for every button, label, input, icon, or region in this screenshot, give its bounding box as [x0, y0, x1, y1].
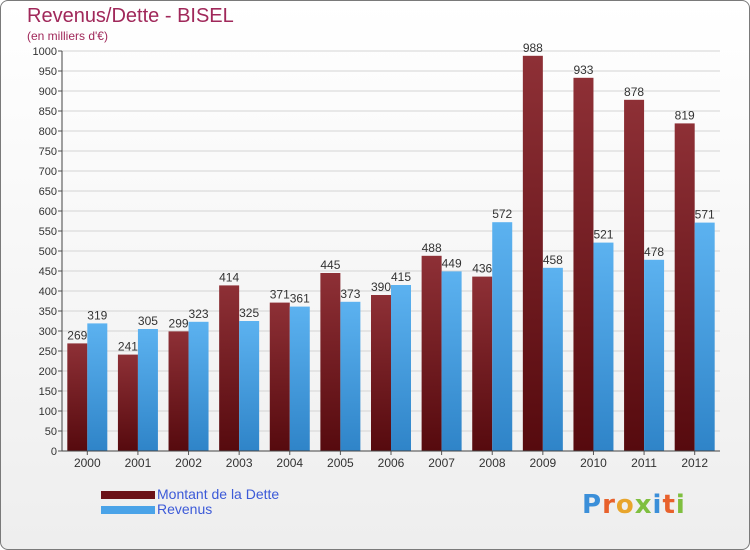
- bar-debt-2005: [320, 273, 341, 451]
- data-label-debt-2011: 878: [624, 85, 644, 99]
- data-label-debt-2001: 241: [118, 340, 138, 354]
- data-label-revenus-2007: 449: [442, 256, 462, 270]
- y-tick-label: 500: [39, 246, 57, 258]
- data-label-debt-2004: 371: [270, 288, 290, 302]
- proxiti-logo: Proxiti: [582, 490, 686, 520]
- bar-debt-2008: [472, 276, 493, 451]
- bar-debt-2002: [168, 331, 189, 451]
- data-label-debt-2012: 819: [675, 108, 695, 122]
- y-tick-label: 600: [39, 206, 57, 218]
- data-label-revenus-2001: 305: [138, 314, 158, 328]
- data-label-revenus-2008: 572: [492, 207, 512, 221]
- bar-debt-2011: [624, 99, 645, 452]
- y-tick-label: 200: [39, 366, 57, 378]
- chart-title: Revenus/Dette - BISEL: [27, 5, 234, 27]
- bar-debt-2004: [269, 302, 290, 451]
- data-label-revenus-2002: 323: [189, 307, 209, 321]
- x-tick-label: 2007: [428, 456, 455, 470]
- y-tick-label: 900: [39, 86, 57, 98]
- x-tick-label: 2009: [529, 456, 556, 470]
- data-label-debt-2007: 488: [422, 241, 442, 255]
- bar-revenus-2000: [87, 323, 108, 451]
- bar-revenus-2011: [644, 259, 665, 451]
- bar-revenus-2010: [593, 242, 614, 451]
- bar-debt-2006: [371, 295, 391, 451]
- bar-debt-2001: [117, 354, 138, 451]
- data-label-debt-2002: 299: [169, 316, 189, 330]
- x-tick-label: 2011: [631, 456, 657, 470]
- data-label-debt-2009: 988: [523, 41, 543, 55]
- data-label-revenus-2012: 571: [695, 208, 715, 222]
- y-tick-label: 150: [39, 386, 57, 398]
- bar-debt-2000: [67, 343, 88, 451]
- y-tick-label: 50: [45, 426, 57, 438]
- data-label-revenus-2010: 521: [593, 228, 613, 242]
- data-label-revenus-2009: 458: [543, 253, 563, 267]
- legend-label-revenus: Revenus: [157, 501, 213, 517]
- bar-revenus-2008: [492, 222, 513, 451]
- x-tick-label: 2002: [175, 456, 202, 470]
- y-tick-label: 350: [39, 306, 57, 318]
- bar-debt-2010: [573, 77, 594, 452]
- y-tick-label: 550: [39, 226, 57, 238]
- bar-debt-2007: [421, 255, 442, 451]
- y-tick-label: 400: [39, 286, 57, 298]
- data-label-revenus-2003: 325: [239, 306, 259, 320]
- bar-debt-2009: [522, 55, 543, 452]
- x-tick-label: 2001: [125, 456, 152, 470]
- bar-revenus-2009: [542, 267, 563, 451]
- data-label-debt-2005: 445: [320, 258, 340, 272]
- data-label-revenus-2006: 415: [391, 270, 411, 284]
- chart-subtitle: (en milliers d'€): [27, 29, 108, 43]
- y-tick-label: 1000: [33, 46, 57, 58]
- bar-revenus-2001: [137, 329, 158, 451]
- y-tick-label: 250: [39, 346, 57, 358]
- x-tick-label: 2006: [378, 456, 405, 470]
- y-tick-label: 100: [39, 406, 57, 418]
- data-label-debt-2006: 390: [371, 280, 391, 294]
- x-tick-label: 2008: [479, 456, 506, 470]
- bar-debt-2003: [219, 285, 240, 451]
- y-tick-label: 0: [51, 446, 57, 458]
- data-label-debt-2000: 269: [67, 328, 87, 342]
- y-tick-label: 750: [39, 146, 57, 158]
- data-label-debt-2003: 414: [219, 270, 239, 284]
- data-label-revenus-2000: 319: [87, 308, 107, 322]
- y-tick-label: 800: [39, 126, 57, 138]
- legend-swatch-revenus: [101, 506, 155, 514]
- y-tick-label: 650: [39, 186, 57, 198]
- data-label-revenus-2004: 361: [290, 292, 310, 306]
- bar-revenus-2002: [188, 321, 209, 451]
- data-label-revenus-2005: 373: [340, 287, 360, 301]
- y-tick-label: 850: [39, 106, 57, 118]
- x-tick-label: 2003: [226, 456, 253, 470]
- legend-swatch-debt: [101, 491, 155, 499]
- bar-revenus-2004: [289, 306, 310, 451]
- bar-debt-2012: [674, 123, 695, 452]
- data-label-debt-2008: 436: [472, 262, 492, 276]
- data-label-revenus-2011: 478: [644, 245, 664, 259]
- bar-revenus-2003: [239, 321, 260, 451]
- bar-revenus-2007: [441, 271, 462, 451]
- y-tick-label: 450: [39, 266, 57, 278]
- x-tick-label: 2010: [580, 456, 607, 470]
- bar-revenus-2005: [340, 301, 361, 451]
- x-tick-label: 2004: [276, 456, 303, 470]
- y-tick-label: 700: [39, 166, 57, 178]
- data-label-debt-2010: 933: [573, 63, 593, 77]
- legend-label-debt: Montant de la Dette: [157, 486, 280, 502]
- x-tick-label: 2005: [327, 456, 354, 470]
- x-tick-label: 2000: [74, 456, 101, 470]
- y-tick-label: 950: [39, 66, 57, 78]
- bar-revenus-2006: [391, 285, 411, 451]
- bar-revenus-2012: [694, 222, 715, 451]
- y-tick-label: 300: [39, 326, 57, 338]
- x-tick-label: 2012: [681, 456, 708, 470]
